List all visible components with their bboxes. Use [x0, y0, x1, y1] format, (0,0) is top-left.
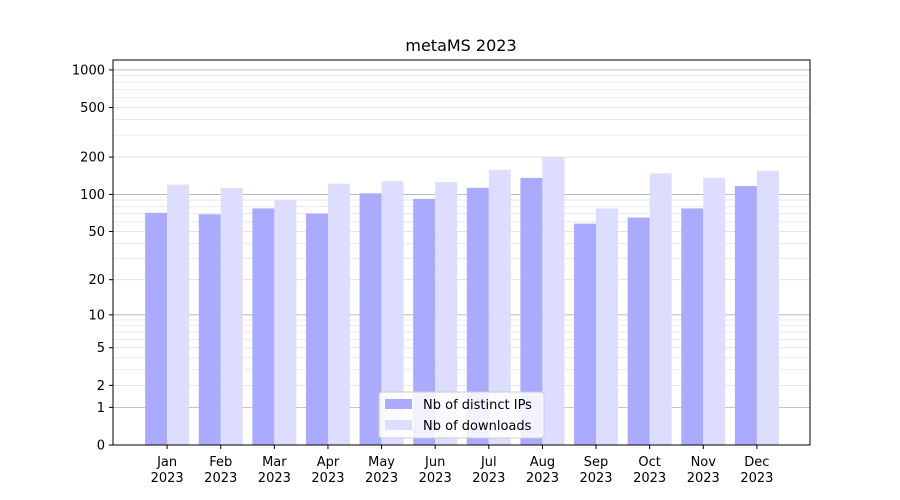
x-tick-label: Sep 2023: [579, 455, 612, 486]
bar-downloads: [327, 183, 350, 446]
bar-downloads: [649, 173, 672, 445]
y-tick-label: 1: [97, 401, 105, 416]
y-tick-label: 0: [97, 439, 105, 454]
plot-frame: [112, 59, 811, 446]
y-tick-label: 5: [97, 341, 105, 356]
bar-downloads: [435, 181, 458, 445]
chart-title: metaMS 2023: [405, 36, 516, 55]
bar-distinct-ips: [252, 208, 275, 445]
bar-distinct-ips: [413, 198, 436, 445]
bar-distinct-ips: [145, 212, 168, 445]
bar-distinct-ips: [681, 208, 704, 445]
legend-swatch: [385, 420, 412, 430]
bar-downloads: [542, 157, 565, 445]
legend-swatch: [385, 399, 412, 409]
bar-downloads: [381, 181, 404, 445]
y-tick-label: 1000: [72, 63, 105, 78]
bar-downloads: [220, 187, 243, 445]
bar-distinct-ips: [734, 185, 757, 445]
x-axis: Jan 2023 Feb 2023 Mar 2023 Apr 2023 May 2023 Jun 20…: [151, 445, 773, 486]
y-tick-label: 200: [80, 151, 105, 166]
y-tick-label: 100: [80, 188, 105, 203]
bar-downloads: [167, 184, 190, 445]
bar-downloads: [488, 169, 511, 445]
bars: [145, 157, 779, 446]
x-tick-label: Aug 2023: [526, 455, 559, 486]
legend-label: Nb of distinct IPs: [423, 398, 532, 413]
x-tick-label: Dec 2023: [740, 455, 773, 486]
y-tick-label: 10: [88, 308, 105, 323]
x-tick-label: Feb 2023: [204, 455, 237, 486]
x-tick-label: Jan 2023: [151, 455, 184, 486]
y-axis: 0 1 2 5 10 20 50 100 200 500 1000: [72, 63, 113, 454]
bar-distinct-ips: [520, 177, 543, 445]
x-tick-label: Jun 2023: [419, 455, 452, 486]
y-tick-label: 20: [88, 273, 105, 288]
bar-distinct-ips: [305, 213, 328, 445]
bar-distinct-ips: [466, 187, 489, 445]
bar-distinct-ips: [198, 214, 221, 445]
bar-distinct-ips: [574, 223, 597, 445]
bar-downloads: [596, 208, 619, 445]
y-tick-label: 50: [88, 225, 105, 240]
y-tick-label: 2: [97, 379, 105, 394]
x-tick-label: Nov 2023: [687, 455, 720, 486]
legend-box: [378, 391, 545, 439]
x-tick-label: Apr 2023: [311, 455, 344, 486]
x-tick-label: Oct 2023: [633, 455, 666, 486]
bar-downloads: [756, 170, 779, 446]
bar-downloads: [274, 200, 297, 445]
legend: Nb of distinct IPs Nb of downloads: [378, 391, 545, 439]
x-tick-label: Jul 2023: [472, 455, 505, 486]
x-tick-label: May 2023: [365, 455, 398, 486]
bar-distinct-ips: [627, 217, 650, 445]
bar-downloads: [703, 177, 726, 445]
legend-label: Nb of downloads: [423, 419, 532, 434]
y-tick-label: 500: [80, 101, 105, 116]
x-tick-label: Mar 2023: [258, 455, 291, 486]
bar-distinct-ips: [359, 193, 382, 445]
